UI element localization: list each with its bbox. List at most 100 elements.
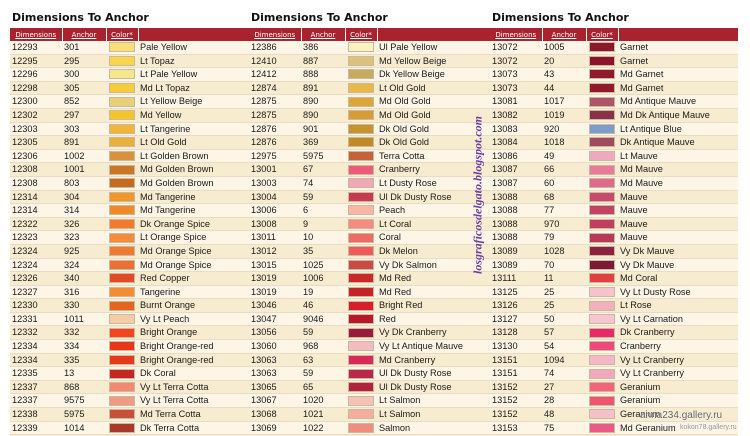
- color-swatch: [109, 164, 135, 175]
- table-row: 13012 35 Dk Melon: [249, 244, 497, 259]
- color-swatch: [589, 286, 615, 297]
- color-swatch-cell: [345, 244, 377, 259]
- color-swatch-cell: [106, 54, 138, 69]
- color-swatch: [348, 83, 374, 94]
- color-swatch-cell: [586, 298, 618, 313]
- table-row: 13082 1019 Md Dk Antique Mauve: [490, 108, 738, 123]
- color-swatch: [589, 273, 615, 284]
- color-swatch-cell: [345, 81, 377, 96]
- color-name: Md Garnet: [618, 67, 738, 82]
- anchor-number: 891: [62, 135, 106, 150]
- dimensions-number: 13126: [490, 298, 542, 313]
- color-swatch-cell: [586, 67, 618, 82]
- color-swatch-cell: [586, 258, 618, 273]
- anchor-number: 75: [542, 421, 586, 436]
- color-name: Vy Lt Dusty Rose: [618, 285, 738, 300]
- dimensions-number: 13072: [490, 54, 542, 69]
- anchor-number: 852: [62, 94, 106, 109]
- table-row: 13015 1025 Vy Dk Salmon: [249, 258, 497, 273]
- color-name: Lt Topaz: [138, 54, 258, 69]
- table-row: 13087 60 Md Mauve: [490, 176, 738, 191]
- anchor-number: 1028: [542, 244, 586, 259]
- color-swatch: [589, 178, 615, 189]
- color-swatch-cell: [345, 366, 377, 381]
- anchor-number: 326: [62, 217, 106, 232]
- color-swatch: [348, 42, 374, 53]
- header-name: [618, 28, 738, 41]
- dimensions-number: 12337: [10, 393, 62, 409]
- dimensions-number: 12308: [10, 176, 62, 191]
- header-name: [138, 28, 258, 41]
- conversion-table: Dimensions Anchor Color* 12386 386 Ul Pale Ye…: [249, 28, 497, 436]
- table-row: 13153 75 Md Geranium: [490, 421, 738, 436]
- color-swatch: [348, 368, 374, 379]
- color-name: Cranberry: [618, 339, 738, 354]
- anchor-number: 6: [301, 203, 345, 218]
- color-swatch-cell: [106, 162, 138, 177]
- color-name: Lt Yellow Beige: [138, 94, 258, 109]
- anchor-number: 28: [542, 393, 586, 409]
- header-color: Color*: [586, 28, 619, 41]
- anchor-number: 74: [542, 366, 586, 381]
- dimensions-number: 13089: [490, 258, 542, 273]
- color-swatch-cell: [586, 149, 618, 164]
- dimensions-number: 13081: [490, 94, 542, 109]
- table-row: 13128 57 Dk Cranberry: [490, 325, 738, 341]
- color-swatch-cell: [345, 217, 377, 232]
- dimensions-number: 12314: [10, 190, 62, 205]
- color-swatch-cell: [586, 325, 618, 341]
- color-swatch-cell: [106, 353, 138, 368]
- table-row: 12327 316 Tangerine: [10, 285, 258, 300]
- color-swatch-cell: [106, 67, 138, 82]
- color-swatch: [109, 341, 135, 352]
- dimensions-number: 12314: [10, 203, 62, 218]
- color-swatch: [348, 232, 374, 243]
- table-row: 12975 5975 Terra Cotta: [249, 149, 497, 164]
- table-row: 12326 340 Red Copper: [10, 271, 258, 286]
- anchor-number: 803: [62, 176, 106, 191]
- color-name: Vy Lt Cranberry: [618, 366, 738, 381]
- dimensions-number: 13130: [490, 339, 542, 354]
- table-row: 13047 9046 Red: [249, 312, 497, 327]
- dimensions-number: 12322: [10, 217, 62, 232]
- table-row: 12875 890 Md Old Gold: [249, 108, 497, 123]
- dimensions-number: 12323: [10, 230, 62, 245]
- anchor-number: 9: [301, 217, 345, 232]
- dimensions-number: 12335: [10, 366, 62, 381]
- color-swatch: [348, 300, 374, 311]
- table-row: 12306 1002 Lt Golden Brown: [10, 149, 258, 164]
- color-swatch: [109, 327, 135, 338]
- color-swatch-cell: [586, 271, 618, 286]
- color-name: Garnet: [618, 54, 738, 69]
- table-row: 13125 25 Vy Lt Dusty Rose: [490, 285, 738, 300]
- dimensions-number: 13067: [249, 393, 301, 409]
- dimensions-number: 12303: [10, 122, 62, 137]
- dimensions-number: 12334: [10, 353, 62, 368]
- table-row: 13089 1028 Vy Dk Mauve: [490, 244, 738, 259]
- color-swatch-cell: [345, 108, 377, 123]
- color-name: Lt Antique Blue: [618, 122, 738, 137]
- anchor-number: 335: [62, 353, 106, 368]
- color-swatch-cell: [106, 407, 138, 422]
- dimensions-number: 13019: [249, 285, 301, 300]
- color-swatch-cell: [106, 94, 138, 109]
- color-swatch-cell: [345, 190, 377, 205]
- color-name: Md Golden Brown: [138, 162, 258, 177]
- color-swatch: [589, 151, 615, 162]
- table-row: 13068 1021 Lt Salmon: [249, 407, 497, 422]
- color-swatch: [589, 83, 615, 94]
- color-swatch: [589, 137, 615, 148]
- color-swatch: [589, 110, 615, 121]
- color-swatch: [109, 232, 135, 243]
- color-name: Dk Coral: [138, 366, 258, 381]
- anchor-number: 74: [301, 176, 345, 191]
- color-swatch: [589, 123, 615, 134]
- color-name: Dk Melon: [377, 244, 497, 259]
- table-row: 12323 323 Lt Orange Spice: [10, 230, 258, 245]
- table-row: 13063 59 Ul Dk Dusty Rose: [249, 366, 497, 381]
- color-swatch: [348, 341, 374, 352]
- color-name: Mauve: [618, 217, 738, 232]
- table-row: 13152 27 Geranium: [490, 380, 738, 395]
- color-name: Ul Dk Dusty Rose: [377, 380, 497, 395]
- dimensions-number: 13088: [490, 190, 542, 205]
